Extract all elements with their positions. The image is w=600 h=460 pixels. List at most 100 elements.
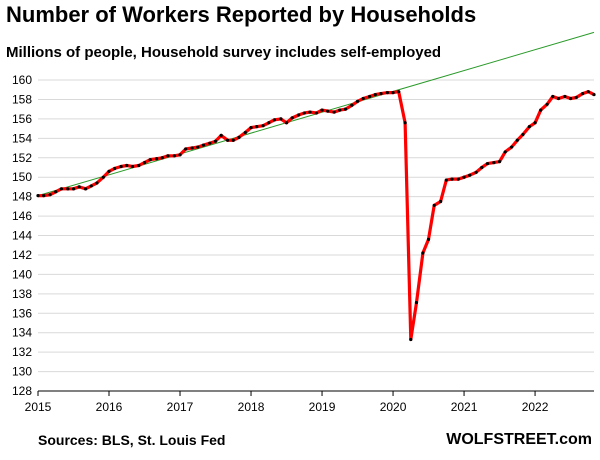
data-point — [581, 92, 585, 96]
data-point — [397, 90, 401, 94]
data-point — [166, 154, 170, 158]
data-point — [95, 181, 99, 185]
gridlines — [38, 79, 594, 392]
data-point — [101, 175, 105, 179]
data-point — [184, 147, 188, 151]
data-point — [137, 163, 141, 168]
data-point — [59, 187, 64, 191]
data-point — [533, 121, 537, 125]
chart-title: Number of Workers Reported by Households — [6, 2, 477, 27]
data-point — [77, 185, 81, 189]
data-point — [119, 164, 123, 169]
data-point — [350, 103, 354, 107]
data-point — [54, 190, 58, 194]
data-point — [480, 165, 484, 170]
data-point — [439, 199, 443, 204]
data-point — [130, 164, 135, 169]
y-tick-label: 128 — [12, 384, 32, 398]
x-tick-label: 2016 — [96, 400, 123, 414]
data-point — [551, 94, 555, 99]
publisher-credit: WOLFSTREET.com — [446, 431, 592, 448]
data-point — [373, 92, 377, 97]
data-point — [302, 111, 306, 115]
data-point — [314, 111, 318, 115]
data-point — [225, 138, 230, 142]
data-point — [563, 94, 567, 99]
y-axis-ticks: 128 130 132 134 136 138 140 142 144 146 148 150 152 1… — [12, 73, 32, 398]
y-tick-label: 146 — [12, 209, 32, 223]
y-tick-label: 160 — [12, 73, 32, 87]
data-point — [261, 124, 265, 128]
data-point — [172, 154, 176, 158]
data-point — [432, 203, 436, 207]
data-point — [208, 141, 212, 145]
source-note: Sources: BLS, St. Louis Fed — [38, 432, 226, 448]
y-tick-label: 154 — [12, 131, 32, 145]
y-tick-label: 140 — [12, 267, 32, 281]
data-point — [219, 133, 223, 137]
data-point — [42, 194, 46, 198]
data-point — [113, 166, 117, 171]
data-point — [332, 110, 336, 114]
data-point — [456, 177, 460, 181]
y-tick-label: 148 — [12, 190, 32, 204]
data-point — [36, 194, 40, 198]
data-point — [361, 96, 365, 101]
data-point — [468, 173, 472, 177]
y-tick-label: 142 — [12, 248, 32, 262]
data-point — [320, 108, 324, 112]
data-point — [107, 169, 111, 173]
data-point — [568, 96, 573, 101]
data-point — [503, 150, 507, 154]
data-point — [586, 90, 590, 94]
data-point — [160, 156, 164, 160]
data-point — [343, 107, 348, 111]
data-point — [474, 170, 478, 174]
data-point — [355, 99, 360, 103]
data-point — [497, 160, 502, 164]
data-point — [450, 177, 454, 181]
data-point — [154, 157, 159, 161]
data-point — [213, 139, 218, 143]
data-point — [201, 143, 206, 147]
data-point — [326, 109, 330, 113]
data-point — [267, 121, 271, 125]
data-point — [510, 145, 514, 149]
data-point — [255, 125, 259, 129]
x-tick-label: 2022 — [522, 400, 549, 414]
data-point — [368, 94, 372, 99]
data-point — [556, 96, 561, 101]
data-point — [272, 118, 277, 122]
y-tick-label: 134 — [12, 326, 32, 340]
x-axis-ticks: 2015 2016 2017 2018 2019 2020 2021 2022 — [25, 391, 549, 414]
chart-subtitle: Millions of people, Household survey inc… — [6, 44, 442, 61]
data-point — [142, 161, 147, 165]
data-point — [379, 92, 383, 96]
data-point — [391, 91, 395, 95]
data-point — [444, 178, 448, 182]
y-tick-label: 138 — [12, 287, 32, 301]
y-tick-label: 152 — [12, 151, 32, 165]
data-point — [492, 161, 496, 165]
data-point — [196, 145, 200, 149]
data-point — [148, 158, 152, 162]
data-point — [421, 251, 425, 255]
data-point — [338, 108, 342, 112]
data-point — [539, 108, 543, 112]
data-point — [125, 163, 129, 168]
data-point — [308, 110, 312, 114]
data-point — [409, 337, 413, 342]
x-tick-label: 2021 — [451, 400, 478, 414]
data-point — [290, 116, 294, 120]
y-tick-label: 150 — [12, 170, 32, 184]
data-points — [36, 90, 596, 342]
y-tick-label: 158 — [12, 92, 32, 106]
data-point — [249, 126, 253, 130]
data-point — [297, 113, 301, 117]
data-point — [89, 184, 93, 188]
data-point — [527, 125, 531, 129]
data-point — [462, 175, 466, 179]
x-tick-label: 2020 — [380, 400, 407, 414]
data-point — [515, 138, 519, 142]
